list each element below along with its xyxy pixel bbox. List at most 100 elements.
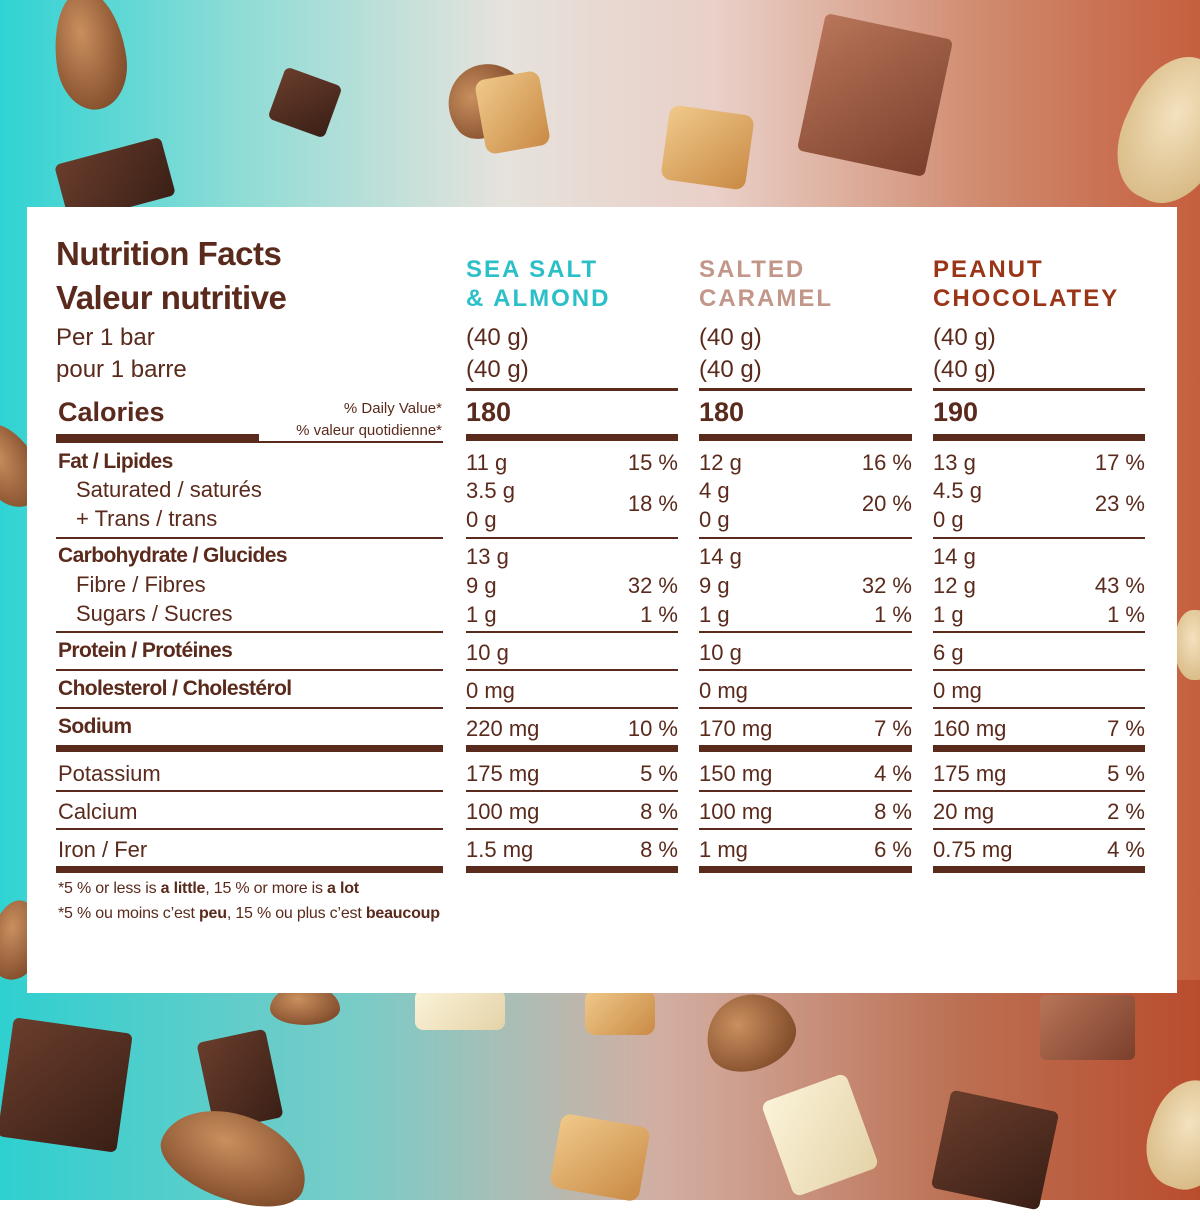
calcium-value: 100 mg (466, 799, 540, 824)
fibre-dv: 43 % (1094, 573, 1145, 598)
divider (56, 669, 443, 671)
fat-dv: 17 % (1094, 450, 1145, 475)
fat-value: 13 g (933, 450, 976, 475)
sugars-value: 1 g (699, 602, 730, 627)
cholesterol-value: 0 mg (466, 678, 515, 703)
protein-value: 10 g (699, 640, 742, 665)
divider (699, 631, 912, 633)
calcium-value: 100 mg (699, 799, 773, 824)
calories-rule (933, 434, 1145, 441)
divider (933, 828, 1145, 830)
potassium-value: 150 mg (699, 761, 773, 786)
iron-value: 1.5 mg (466, 837, 534, 862)
carbohydrate-value: 14 g (933, 544, 976, 569)
sodium-dv: 7 % (874, 716, 912, 741)
caramel-image (585, 990, 655, 1035)
divider (56, 441, 443, 443)
footnote-en: *5 % or less is a little, 15 % or more i… (58, 880, 359, 897)
calcium-label: Calcium (58, 799, 138, 824)
thick-divider (466, 866, 678, 873)
calcium-dv: 8 % (640, 799, 678, 824)
sodium-value: 220 mg (466, 716, 540, 741)
divider (933, 631, 1145, 633)
serving-size-fr: (40 g) (466, 356, 529, 383)
title-en: Nutrition Facts (56, 235, 282, 272)
sodium-label: Sodium (58, 715, 132, 738)
sodium-dv: 7 % (1107, 716, 1145, 741)
fat-value: 12 g (699, 450, 742, 475)
sodium-value: 170 mg (699, 716, 773, 741)
serving-size: (40 g) (466, 324, 529, 351)
footnote-fr: *5 % ou moins c’est peu, 15 % ou plus c’… (58, 905, 440, 922)
saturated-value: 3.5 g (466, 478, 515, 503)
carbohydrate-value: 14 g (699, 544, 742, 569)
cholesterol-label: Cholesterol / Cholestérol (58, 677, 292, 700)
calories-rule (466, 434, 678, 441)
per-serving-en: Per 1 bar (56, 324, 155, 351)
potassium-label: Potassium (58, 761, 161, 786)
fat-dv: 15 % (627, 450, 678, 475)
product-column-sea-salt-almond: SEA SALT & ALMOND (40 g) (40 g) 180 11 g 15 % 3… (466, 207, 678, 907)
divider (933, 707, 1145, 709)
serving-size: (40 g) (933, 324, 996, 351)
saturated-dv: 23 % (1094, 491, 1145, 516)
product-column-salted-caramel: SALTED CARAMEL (40 g) (40 g) 180 12 g 16 % 4 g 2… (699, 207, 912, 907)
thick-divider (933, 745, 1145, 752)
thick-divider (56, 866, 443, 873)
header-rule (466, 388, 678, 391)
trans-value: 0 g (933, 507, 964, 532)
divider (466, 537, 678, 539)
iron-dv: 4 % (1107, 837, 1145, 862)
trans-label: + Trans / trans (76, 506, 218, 531)
divider (466, 790, 678, 792)
potassium-dv: 5 % (640, 761, 678, 786)
iron-dv: 6 % (874, 837, 912, 862)
fibre-dv: 32 % (627, 573, 678, 598)
product-name-line2: CARAMEL (699, 285, 833, 312)
sugars-value: 1 g (466, 602, 497, 627)
iron-dv: 8 % (640, 837, 678, 862)
divider (56, 631, 443, 633)
calories-value: 190 (933, 397, 979, 427)
protein-value: 10 g (466, 640, 509, 665)
calories-label: Calories (58, 397, 165, 427)
thick-divider (56, 745, 443, 752)
potassium-dv: 5 % (1107, 761, 1145, 786)
calories-rule (56, 434, 259, 441)
carbohydrate-label: Carbohydrate / Glucides (58, 544, 288, 567)
sodium-value: 160 mg (933, 716, 1007, 741)
sugars-dv: 1 % (640, 602, 678, 627)
nutrition-facts-panel: Nutrition Facts Valeur nutritive Per 1 b… (27, 207, 1177, 993)
fibre-value: 9 g (466, 573, 497, 598)
fat-value: 11 g (466, 450, 508, 475)
iron-value: 1 mg (699, 837, 748, 862)
daily-value-fr: % valeur quotidienne* (296, 422, 442, 439)
daily-value-en: % Daily Value* (343, 400, 442, 417)
calories-value: 180 (699, 397, 745, 427)
calcium-value: 20 mg (933, 799, 995, 824)
divider (699, 707, 912, 709)
product-name-line1: PEANUT (933, 256, 1044, 283)
sugars-label: Sugars / Sucres (76, 601, 233, 626)
divider (699, 669, 912, 671)
fat-label: Fat / Lipides (58, 450, 173, 473)
fat-dv: 16 % (861, 450, 912, 475)
divider (933, 790, 1145, 792)
saturated-value: 4 g (699, 478, 730, 503)
divider (933, 537, 1145, 539)
product-name-line2: CHOCOLATEY (933, 285, 1120, 312)
iron-value: 0.75 mg (933, 837, 1013, 862)
saturated-dv: 18 % (627, 491, 678, 516)
title-fr: Valeur nutritive (56, 279, 287, 316)
header-rule (699, 388, 912, 391)
sugars-value: 1 g (933, 602, 964, 627)
serving-size-fr: (40 g) (699, 356, 762, 383)
sugars-dv: 1 % (874, 602, 912, 627)
fibre-value: 12 g (933, 573, 976, 598)
thick-divider (699, 866, 912, 873)
divider (933, 669, 1145, 671)
fibre-dv: 32 % (861, 573, 912, 598)
saturated-value: 4.5 g (933, 478, 982, 503)
calcium-dv: 2 % (1107, 799, 1145, 824)
thick-divider (699, 745, 912, 752)
